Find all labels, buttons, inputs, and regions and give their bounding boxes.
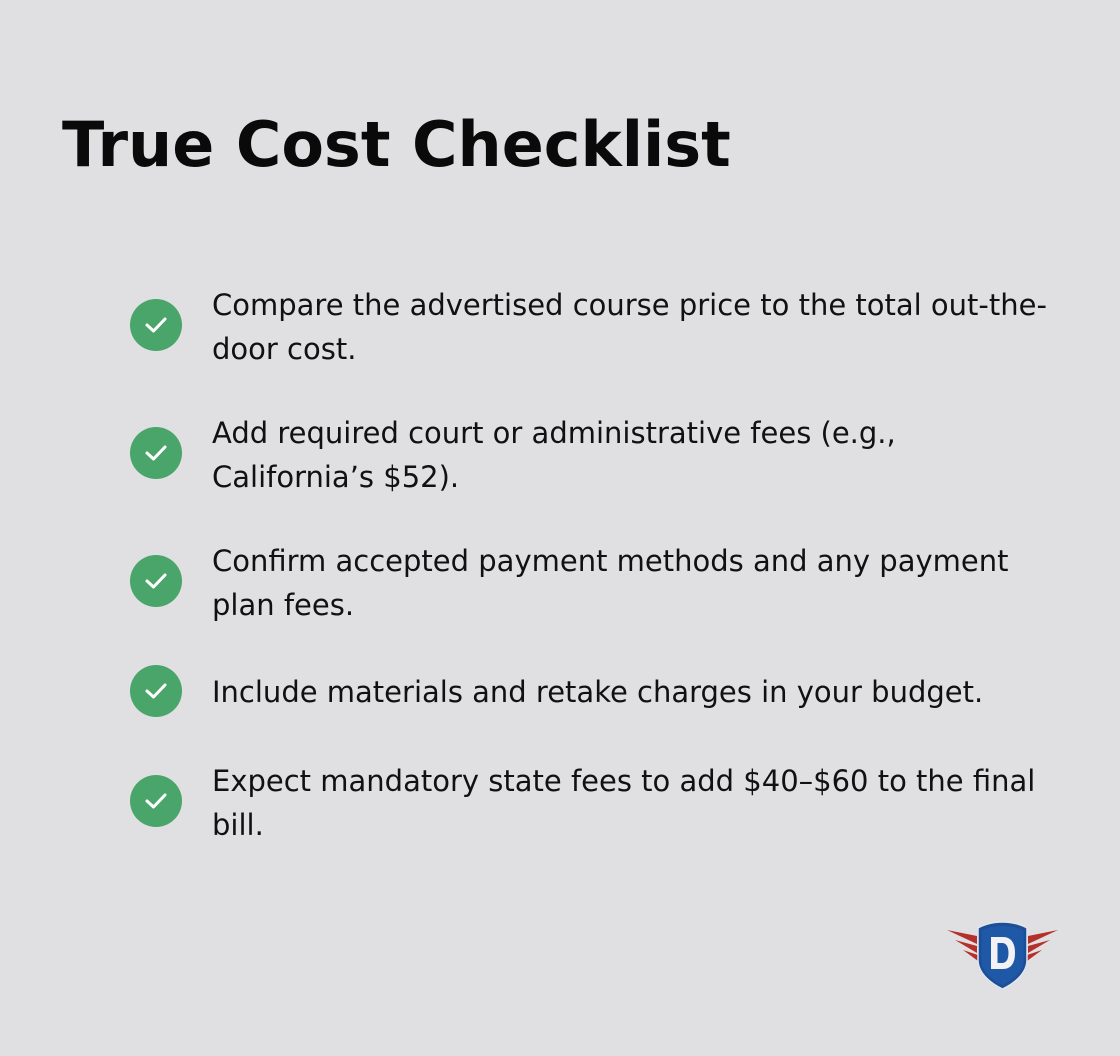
check-circle-icon [130,555,182,607]
checklist-item-text: Expect mandatory state fees to add $40–$… [212,764,1036,842]
checklist-item-text: Include materials and retake charges in … [212,675,984,709]
checklist-item-text: Add required court or administrative fee… [212,416,896,494]
page-title: True Cost Checklist [62,108,731,181]
check-circle-icon [130,299,182,351]
check-circle-icon [130,775,182,827]
checklist-item-text: Confirm accepted payment methods and any… [212,544,1009,622]
check-circle-icon [130,427,182,479]
winged-shield-d-logo [945,918,1060,997]
checklist-item-text: Compare the advertised course price to t… [212,288,1047,366]
check-circle-icon [130,665,182,717]
